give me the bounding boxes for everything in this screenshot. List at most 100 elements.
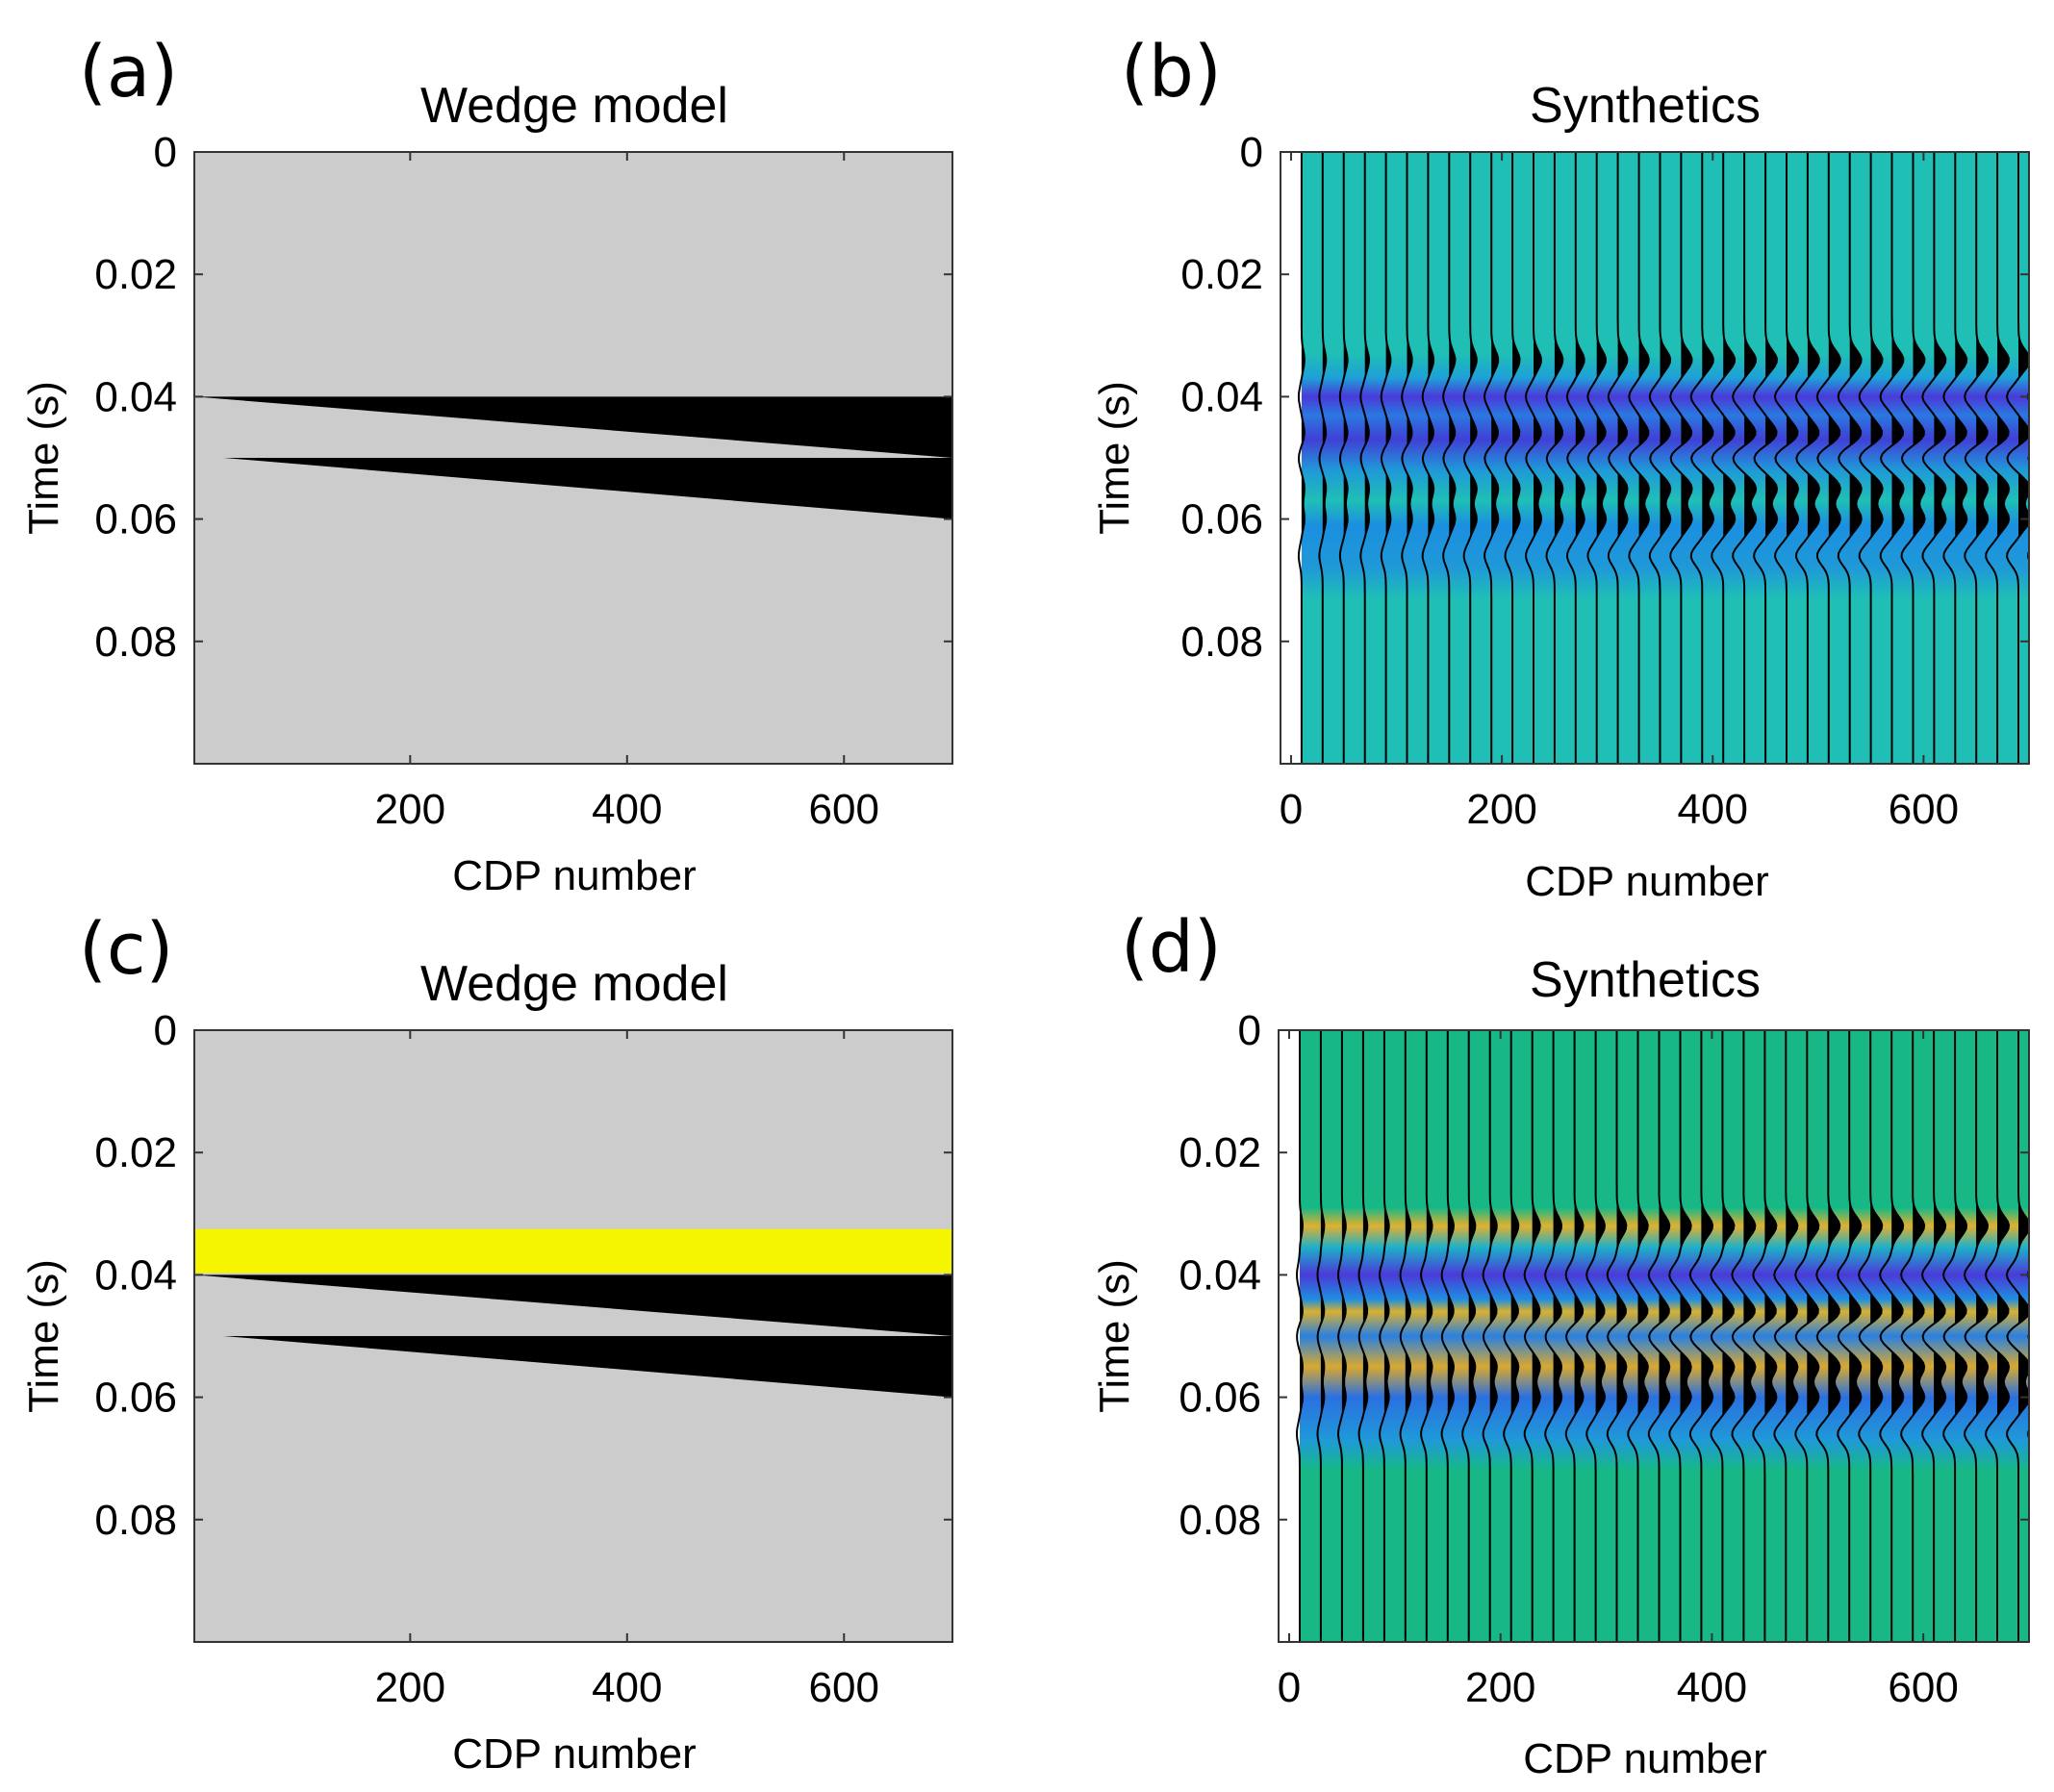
- panel-d-trace: [1815, 1030, 1841, 1642]
- panel-d-trace: [1858, 1030, 1884, 1642]
- panel-b-trace: [2005, 152, 2029, 764]
- panel-b-trace: [1607, 152, 1629, 764]
- panel-b-trace: [1669, 152, 1693, 764]
- panel-b-trace: [1318, 152, 1328, 764]
- panel-d-trace: [1984, 1030, 2011, 1642]
- panel-d-trace: [1316, 1030, 1326, 1642]
- panel-c-layer-yellow-layer: [194, 1228, 952, 1274]
- panel-a-ytick-label: 0.02: [94, 251, 177, 298]
- panel-b-amplitude-field: [1301, 152, 2029, 764]
- panel-b-trace: [1565, 152, 1585, 764]
- panel-b-xticks: 0 200 400 600: [1280, 152, 1959, 833]
- panel-d-trace: [1399, 1030, 1412, 1642]
- panel-b-trace: [2026, 391, 2029, 563]
- panel-b-letter: (b): [1121, 31, 1222, 114]
- panel-b-ytick-label: 0.06: [1180, 496, 1263, 543]
- panel-b-ytick-label: 0.02: [1180, 251, 1263, 298]
- panel-a-yticks: 0 0.02 0.04 0.06 0.08: [94, 129, 952, 666]
- panel-b-trace: [1648, 152, 1672, 764]
- panel-b-trace: [1942, 152, 1968, 764]
- panel-d-xticks: 0 200 400 600: [1278, 1030, 1959, 1711]
- panel-c-layer-upper-wedge: [194, 1275, 952, 1336]
- panel-d-yticks: 0 0.02 0.04 0.06 0.08: [1179, 1007, 2029, 1544]
- panel-a-layer-lower-wedge: [223, 458, 953, 519]
- panel-b-trace-fill: [2040, 152, 2051, 764]
- panel-d-amplitude-field: [1299, 1030, 2029, 1642]
- panel-a-layer-upper-wedge: [194, 396, 952, 458]
- panel-d-trace: [1482, 1030, 1498, 1642]
- panel-d-trace: [1523, 1030, 1541, 1642]
- panel-b-xtick-label: 0: [1280, 786, 1303, 833]
- panel-b-trace: [1483, 152, 1500, 764]
- panel-a-ytick-label: 0.04: [94, 373, 177, 420]
- panel-d-trace: [1419, 1030, 1433, 1642]
- panel-b-trace: [1338, 152, 1349, 764]
- panel-d-trace: [2026, 1269, 2029, 1441]
- panel-b-xtick-label: 400: [1678, 786, 1748, 833]
- panel-d-trace: [1647, 1030, 1671, 1642]
- panel-a-layers: [194, 396, 953, 519]
- panel-c-letter: (c): [79, 908, 173, 991]
- panel-b-trace: [1628, 152, 1650, 764]
- panel-b-title: Synthetics: [1530, 78, 1761, 134]
- panel-d-trace: [1752, 1030, 1778, 1642]
- panel-b-trace: [1401, 152, 1413, 764]
- panel-d-title: Synthetics: [1530, 952, 1761, 1008]
- panel-d-ytick-label: 0.06: [1179, 1375, 1261, 1422]
- panel-b-trace: [1837, 152, 1863, 764]
- panel-c-title: Wedge model: [420, 956, 728, 1012]
- panel-d-xtick-label: 200: [1465, 1664, 1535, 1711]
- panel-b-trace: [1586, 152, 1608, 764]
- panel-b-trace: [1711, 152, 1737, 764]
- panel-d-xlabel: CDP number: [1523, 1735, 1767, 1782]
- panel-c: (c) Wedge model 0 0.02 0.04 0.06 0.08 200 400…: [20, 908, 953, 1778]
- panel-b-yticks: 0 0.02 0.04 0.06 0.08: [1180, 129, 2029, 666]
- panel-b-trace: [1879, 152, 1905, 764]
- panel-d-trace: [1794, 1030, 1820, 1642]
- panel-b-ylabel: Time (s): [1091, 381, 1138, 535]
- panel-a-xlabel: CDP number: [452, 852, 697, 899]
- panel-d-trace: [1564, 1030, 1585, 1642]
- panel-a-frame: [193, 151, 953, 765]
- panel-d-trace: [1731, 1030, 1757, 1642]
- panel-d-trace: [1295, 1030, 1305, 1642]
- panel-d-ytick-label: 0.02: [1179, 1129, 1261, 1176]
- panel-b-trace: [1442, 152, 1457, 764]
- panel-b-ytick-label: 0.04: [1180, 373, 1263, 420]
- panel-d-trace: [1440, 1030, 1456, 1642]
- panel-b-trace: [1752, 152, 1779, 764]
- panel-a: (a) Wedge model 0 0.02 0.04 0.06 0.08 200 400…: [20, 31, 953, 899]
- panel-b-trace: [1732, 152, 1758, 764]
- panel-b-frame: [1280, 151, 2030, 765]
- panel-a-xtick-label: 400: [592, 786, 662, 833]
- panel-b-trace: [1524, 152, 1543, 764]
- panel-c-ytick-label: 0: [154, 1007, 177, 1054]
- panel-d-xtick-label: 0: [1278, 1664, 1301, 1711]
- panel-c-yticks: 0 0.02 0.04 0.06 0.08: [94, 1007, 952, 1544]
- panel-a-xtick-label: 200: [375, 786, 445, 833]
- panel-b-trace: [1421, 152, 1435, 764]
- panel-b-xtick-label: 600: [1889, 786, 1959, 833]
- panel-a-ylabel: Time (s): [20, 381, 67, 535]
- panel-a-ytick-label: 0: [154, 129, 177, 176]
- panel-a-ytick-label: 0.08: [94, 618, 177, 666]
- panel-d-trace: [1963, 1030, 1990, 1642]
- panel-d-trace: [1710, 1030, 1736, 1642]
- panel-d-ytick-label: 0: [1238, 1007, 1261, 1054]
- panel-d-trace: [1461, 1030, 1477, 1642]
- panel-c-xtick-label: 400: [592, 1664, 662, 1711]
- panel-d-ytick-label: 0.04: [1179, 1251, 1261, 1299]
- panel-d-trace: [1357, 1030, 1369, 1642]
- panel-b-trace: [1858, 152, 1884, 764]
- panel-a-xticks: 200 400 600: [375, 152, 879, 833]
- panel-b-trace: [1380, 152, 1392, 764]
- panel-d-trace-fill: [2040, 1030, 2051, 1642]
- panel-a-xtick-label: 600: [809, 786, 879, 833]
- panel-c-xtick-label: 600: [809, 1664, 879, 1711]
- panel-d-trace: [1378, 1030, 1390, 1642]
- panel-b-synthetics: [1297, 152, 2051, 764]
- panel-d: (d) Synthetics 0 0.02 0.04 0.06 0.08 0 200 400…: [1091, 906, 2051, 1782]
- panel-d-ylabel: Time (s): [1091, 1259, 1138, 1413]
- panel-b-xtick-label: 200: [1466, 786, 1536, 833]
- panel-b-trace: [1504, 152, 1521, 764]
